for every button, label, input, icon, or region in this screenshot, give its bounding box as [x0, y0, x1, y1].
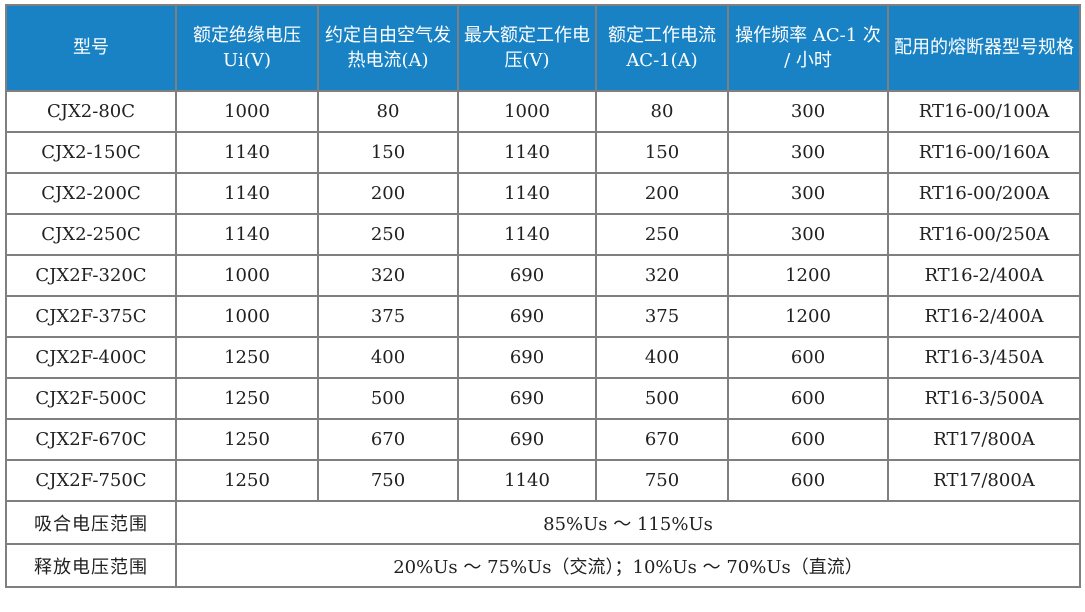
value-cell: 600 [727, 459, 889, 502]
value-cell: 600 [727, 336, 889, 379]
model-cell: CJX2F-320C [5, 254, 177, 297]
model-cell: CJX2-80C [5, 90, 177, 133]
value-cell: 1140 [175, 172, 319, 215]
header-operating-frequency: 操作频率 AC-1 次 / 小时 [727, 4, 889, 92]
table-row: CJX2F-320C 1000 320 690 320 1200 RT16-2/400A [5, 254, 1081, 297]
value-cell: 690 [457, 418, 597, 461]
value-cell: 400 [317, 336, 459, 379]
value-cell: 1000 [457, 90, 597, 133]
footer-row-release-voltage: 释放电压范围 20%Us ～ 75%Us（交流）；10%Us ～ 70%Us（直… [5, 543, 1081, 588]
value-cell: 300 [727, 90, 889, 133]
value-cell: 375 [317, 295, 459, 338]
value-cell: 690 [457, 336, 597, 379]
release-voltage-label: 释放电压范围 [5, 543, 177, 588]
value-cell: 1250 [175, 459, 319, 502]
value-cell: 750 [595, 459, 729, 502]
value-cell: 1140 [175, 213, 319, 256]
table-header: 型号 额定绝缘电压 Ui(V) 约定自由空气发热电流(A) 最大额定工作电压(V… [5, 4, 1081, 92]
value-cell: 400 [595, 336, 729, 379]
value-cell: RT16-00/200A [887, 172, 1081, 215]
table-row: CJX2-150C 1140 150 1140 150 300 RT16-00/160A [5, 131, 1081, 174]
pickup-voltage-value: 85%Us ～ 115%Us [175, 500, 1081, 545]
value-cell: RT16-00/100A [887, 90, 1081, 133]
value-cell: 500 [317, 377, 459, 420]
header-model: 型号 [5, 4, 177, 92]
page: 型号 额定绝缘电压 Ui(V) 约定自由空气发热电流(A) 最大额定工作电压(V… [5, 4, 1081, 588]
model-cell: CJX2-150C [5, 131, 177, 174]
value-cell: 600 [727, 377, 889, 420]
value-cell: 1250 [175, 336, 319, 379]
value-cell: 1200 [727, 295, 889, 338]
header-fuse-spec: 配用的熔断器型号规格 [887, 4, 1081, 92]
value-cell: 320 [595, 254, 729, 297]
table-body: CJX2-80C 1000 80 1000 80 300 RT16-00/100A CJX2-… [5, 90, 1081, 502]
value-cell: 375 [595, 295, 729, 338]
value-cell: 1000 [175, 90, 319, 133]
model-cell: CJX2F-670C [5, 418, 177, 461]
value-cell: 300 [727, 213, 889, 256]
value-cell: RT16-00/250A [887, 213, 1081, 256]
table-row: CJX2F-500C 1250 500 690 500 600 RT16-3/500A [5, 377, 1081, 420]
model-cell: CJX2F-750C [5, 459, 177, 502]
model-cell: CJX2-250C [5, 213, 177, 256]
header-working-current: 额定工作电流 AC-1(A) [595, 4, 729, 92]
table-row: CJX2F-750C 1250 750 1140 750 600 RT17/800A [5, 459, 1081, 502]
value-cell: 320 [317, 254, 459, 297]
value-cell: 1200 [727, 254, 889, 297]
release-voltage-value: 20%Us ～ 75%Us（交流）；10%Us ～ 70%Us（直流） [175, 543, 1081, 588]
model-cell: CJX2F-400C [5, 336, 177, 379]
value-cell: 1000 [175, 254, 319, 297]
value-cell: RT16-2/400A [887, 295, 1081, 338]
value-cell: 690 [457, 295, 597, 338]
value-cell: RT16-3/500A [887, 377, 1081, 420]
pickup-voltage-label: 吸合电压范围 [5, 500, 177, 545]
value-cell: 300 [727, 131, 889, 174]
value-cell: 300 [727, 172, 889, 215]
header-row: 型号 额定绝缘电压 Ui(V) 约定自由空气发热电流(A) 最大额定工作电压(V… [5, 4, 1081, 92]
table-row: CJX2F-400C 1250 400 690 400 600 RT16-3/450A [5, 336, 1081, 379]
header-max-working-voltage: 最大额定工作电压(V) [457, 4, 597, 92]
model-cell: CJX2-200C [5, 172, 177, 215]
value-cell: 670 [595, 418, 729, 461]
value-cell: 1140 [457, 131, 597, 174]
table-row: CJX2-80C 1000 80 1000 80 300 RT16-00/100A [5, 90, 1081, 133]
value-cell: 250 [595, 213, 729, 256]
value-cell: 690 [457, 377, 597, 420]
value-cell: 150 [317, 131, 459, 174]
value-cell: 1140 [175, 131, 319, 174]
value-cell: 1250 [175, 418, 319, 461]
value-cell: 1140 [457, 172, 597, 215]
value-cell: 150 [595, 131, 729, 174]
table-row: CJX2F-375C 1000 375 690 375 1200 RT16-2/400A [5, 295, 1081, 338]
footer-row-pickup-voltage: 吸合电压范围 85%Us ～ 115%Us [5, 500, 1081, 545]
table-row: CJX2F-670C 1250 670 690 670 600 RT17/800A [5, 418, 1081, 461]
value-cell: 250 [317, 213, 459, 256]
value-cell: 600 [727, 418, 889, 461]
contactor-spec-table: 型号 额定绝缘电压 Ui(V) 约定自由空气发热电流(A) 最大额定工作电压(V… [5, 4, 1081, 588]
value-cell: 200 [317, 172, 459, 215]
value-cell: 750 [317, 459, 459, 502]
value-cell: 1140 [457, 213, 597, 256]
value-cell: 500 [595, 377, 729, 420]
table-footer: 吸合电压范围 85%Us ～ 115%Us 释放电压范围 20%Us ～ 75%… [5, 500, 1081, 588]
value-cell: RT17/800A [887, 418, 1081, 461]
value-cell: RT17/800A [887, 459, 1081, 502]
table-row: CJX2-250C 1140 250 1140 250 300 RT16-00/250A [5, 213, 1081, 256]
value-cell: RT16-00/160A [887, 131, 1081, 174]
value-cell: 200 [595, 172, 729, 215]
value-cell: RT16-3/450A [887, 336, 1081, 379]
value-cell: 80 [317, 90, 459, 133]
value-cell: RT16-2/400A [887, 254, 1081, 297]
header-thermal-current: 约定自由空气发热电流(A) [317, 4, 459, 92]
value-cell: 1140 [457, 459, 597, 502]
model-cell: CJX2F-375C [5, 295, 177, 338]
value-cell: 80 [595, 90, 729, 133]
table-row: CJX2-200C 1140 200 1140 200 300 RT16-00/200A [5, 172, 1081, 215]
header-insulation-voltage: 额定绝缘电压 Ui(V) [175, 4, 319, 92]
value-cell: 690 [457, 254, 597, 297]
value-cell: 670 [317, 418, 459, 461]
model-cell: CJX2F-500C [5, 377, 177, 420]
value-cell: 1000 [175, 295, 319, 338]
value-cell: 1250 [175, 377, 319, 420]
